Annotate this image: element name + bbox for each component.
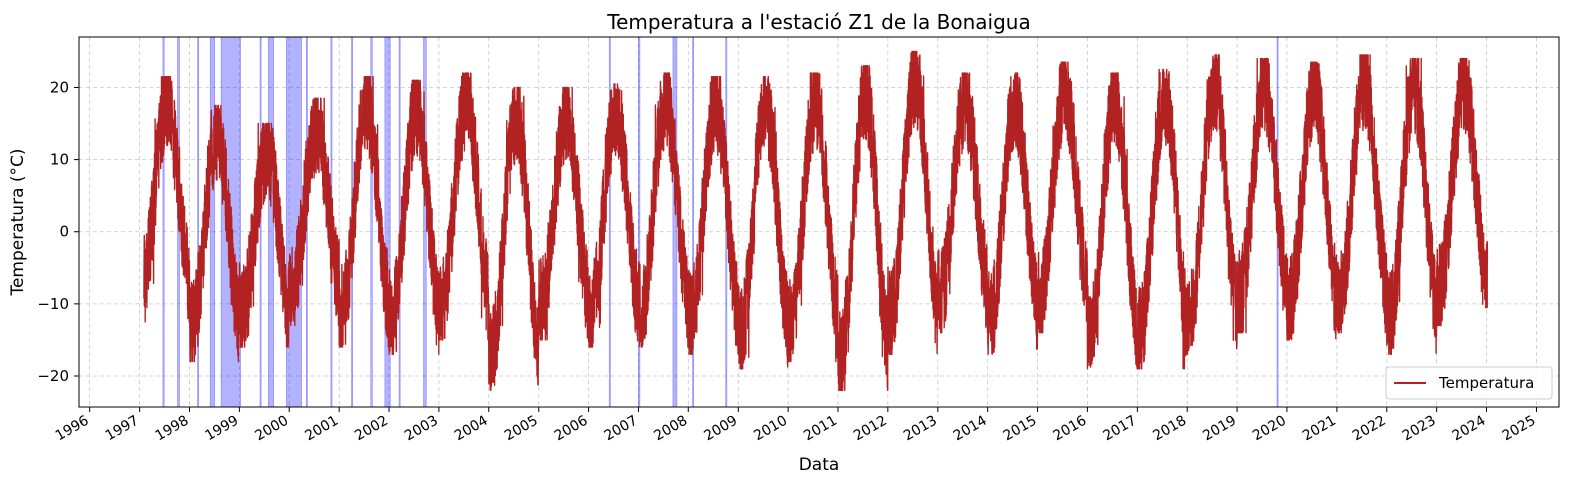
- highlight-band: [162, 37, 165, 407]
- highlight-band: [384, 37, 391, 407]
- highlight-band: [398, 37, 401, 407]
- highlight-band: [672, 37, 678, 407]
- temperature-series-line: [143, 50, 1489, 392]
- y-tick-label: −20: [37, 367, 69, 385]
- chart-title: Temperatura a l'estació Z1 de la Bonaigu…: [606, 10, 1030, 34]
- y-axis: −20 −10 0 10 20: [37, 78, 79, 385]
- plot-frame: [78, 36, 1560, 408]
- highlight-band: [197, 37, 200, 407]
- y-tick-label: −10: [37, 295, 69, 313]
- legend-label: Temperatura: [1438, 374, 1534, 392]
- highlight-band: [692, 37, 695, 407]
- legend-box: [1385, 366, 1553, 400]
- highlight-band: [638, 37, 641, 407]
- y-tick-label: 10: [50, 151, 69, 169]
- y-tick-label: 0: [59, 223, 69, 241]
- legend: Temperatura: [1385, 366, 1553, 400]
- y-tick-label: 20: [50, 78, 69, 96]
- highlight-band: [209, 37, 216, 407]
- series-layer: [143, 50, 1489, 392]
- highlight-band: [370, 37, 373, 407]
- x-axis-label: Data: [799, 455, 840, 475]
- y-axis-label: Temperatura (°C): [8, 148, 28, 296]
- highlight-band: [608, 37, 611, 407]
